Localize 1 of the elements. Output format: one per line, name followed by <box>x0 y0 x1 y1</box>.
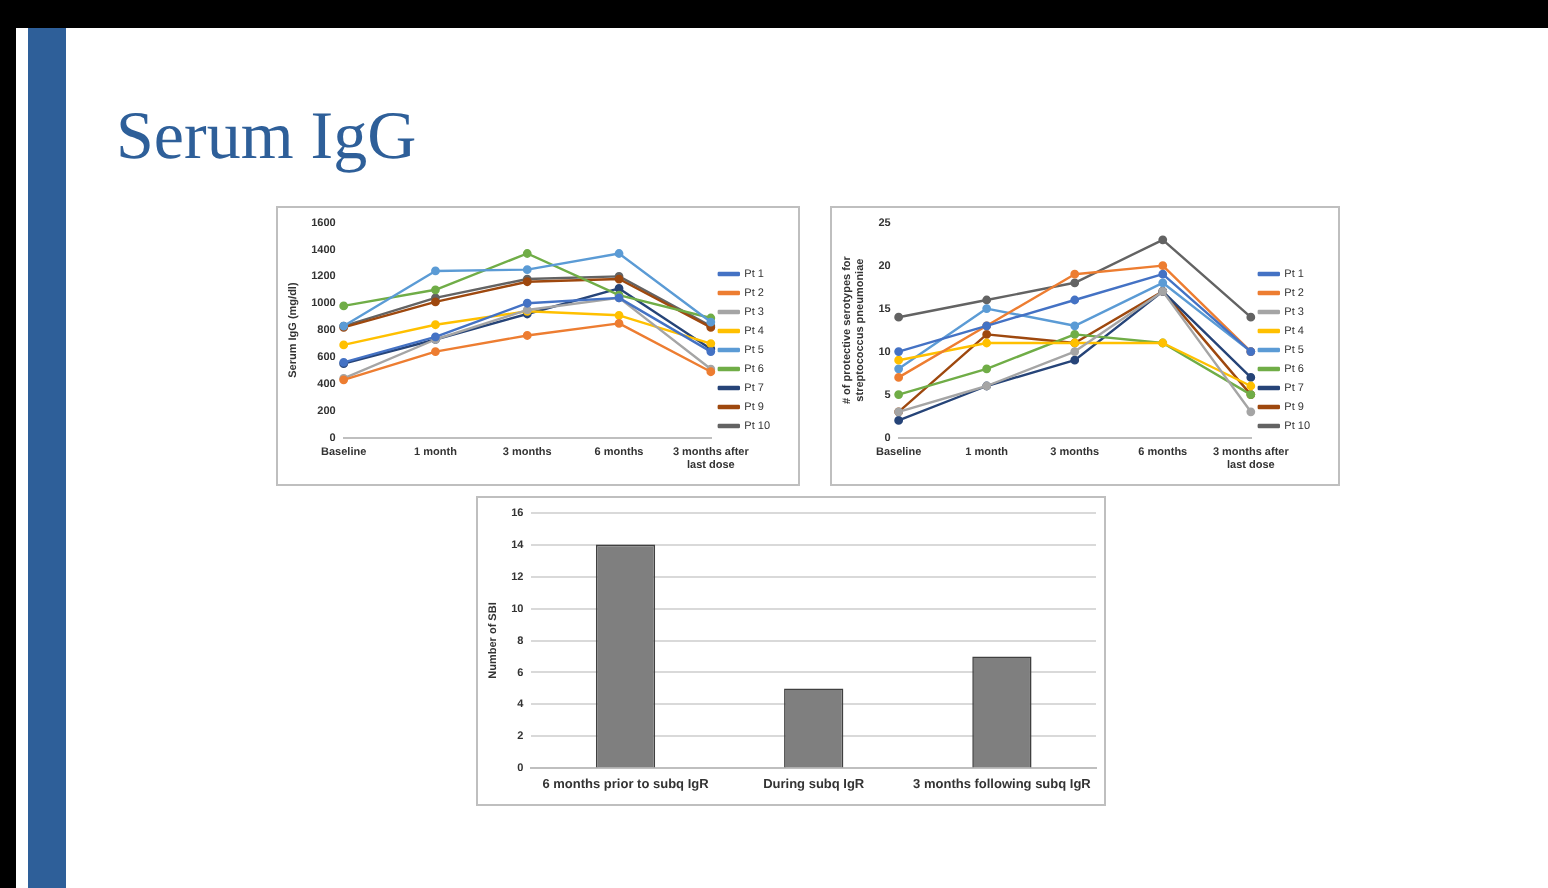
chart-title: Serum IgG <box>116 100 417 176</box>
